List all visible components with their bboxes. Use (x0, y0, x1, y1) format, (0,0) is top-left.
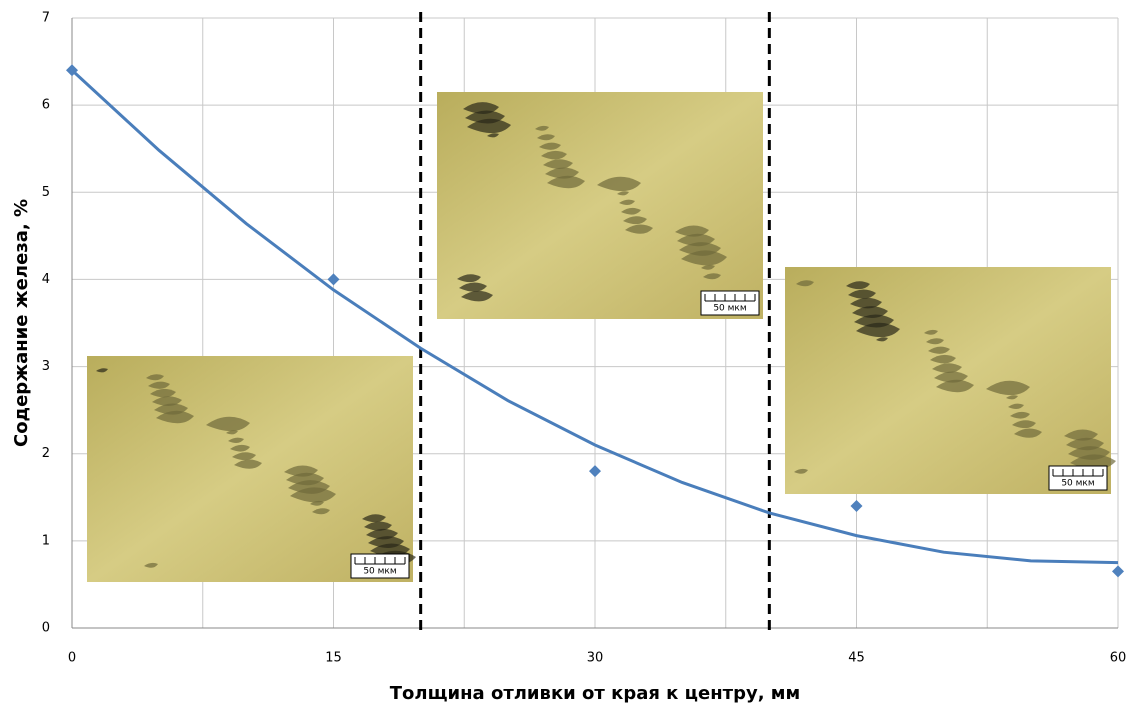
x-tick-label: 0 (68, 651, 76, 666)
x-axis-title: Толщина отливки от края к центру, мм (390, 683, 800, 704)
data-point (589, 465, 601, 477)
y-tick-label: 7 (42, 11, 50, 26)
x-tick-label: 30 (587, 651, 604, 666)
micrograph: 50 мкм (87, 356, 416, 582)
y-tick-label: 5 (42, 185, 50, 200)
y-tick-label: 6 (42, 98, 50, 113)
scale-label: 50 мкм (363, 567, 396, 577)
data-point (328, 273, 340, 285)
micrograph: 50 мкм (785, 267, 1116, 494)
y-tick-label: 2 (42, 446, 50, 461)
y-axis-title: Содержание железа, % (11, 199, 32, 447)
x-tick-label: 60 (1110, 651, 1127, 666)
y-tick-label: 4 (42, 272, 50, 287)
data-point (851, 500, 863, 512)
scale-label: 50 мкм (713, 304, 746, 314)
y-tick-label: 1 (42, 533, 50, 548)
micrograph: 50 мкм (437, 92, 763, 319)
micrograph-image (87, 356, 413, 582)
y-tick-label: 3 (42, 359, 50, 374)
y-tick-label: 0 (42, 621, 50, 636)
data-point (1112, 565, 1124, 577)
scale-label: 50 мкм (1061, 479, 1094, 489)
chart: Толщина отливки от края к центру, мм Сод… (0, 0, 1131, 710)
x-tick-label: 15 (325, 651, 342, 666)
x-tick-label: 45 (848, 651, 865, 666)
